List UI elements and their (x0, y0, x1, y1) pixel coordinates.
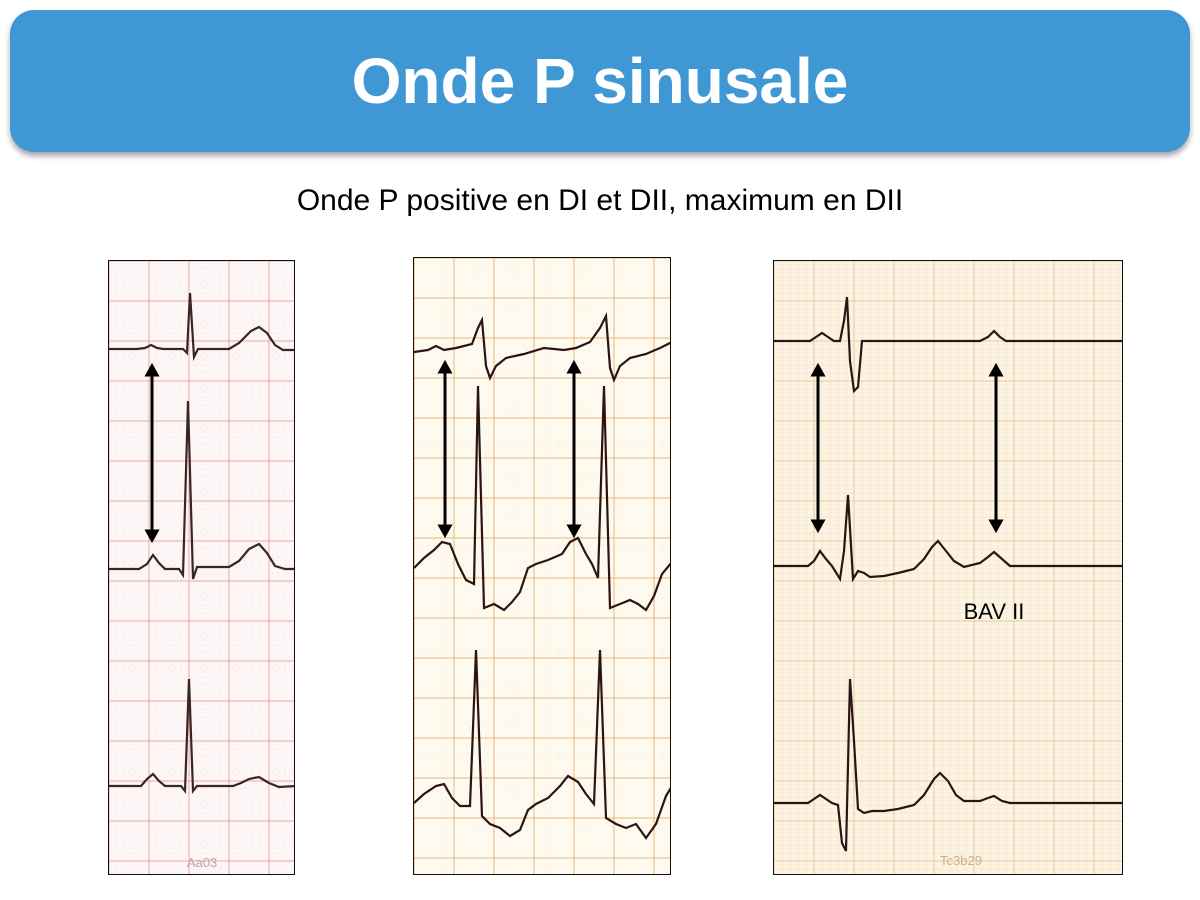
ecg-strip-3-graphic: BAV II Tc3b29 (774, 261, 1122, 874)
slide-subtitle: Onde P positive en DI et DII, maximum en… (296, 184, 904, 217)
ecg-strip-2-graphic (414, 258, 670, 874)
pr-interval-arrow (144, 362, 160, 544)
ecg-trace-lead-2 (774, 494, 1122, 583)
ecg-grid (109, 261, 294, 874)
panel-reference-code: Aa03 (187, 855, 217, 870)
ecg-trace-lead-3 (109, 678, 294, 795)
ecg-strip-1-graphic: Aa03 (109, 261, 294, 874)
ecg-strip-panel-1: Aa03 (108, 260, 295, 875)
ecg-paper-background (414, 258, 670, 874)
ecg-trace-lead-3 (774, 678, 1122, 852)
pr-interval-arrow (566, 359, 582, 539)
pr-interval-arrow (988, 362, 1004, 534)
ecg-trace-lead-2 (109, 400, 294, 580)
ecg-grid (414, 258, 670, 874)
slide-title: Onde P sinusale (351, 45, 849, 117)
pr-interval-arrow (437, 359, 453, 539)
ecg-strip-panel-2 (413, 257, 671, 875)
ecg-trace-lead-1 (414, 311, 670, 384)
ecg-trace-lead-3 (414, 649, 670, 840)
pr-interval-arrow (810, 362, 826, 534)
ecg-strip-panel-3: BAV II Tc3b29 (773, 260, 1123, 875)
ecg-trace-lead-1 (774, 296, 1122, 394)
panel-reference-code: Tc3b29 (940, 853, 982, 868)
bav-ii-label: BAV II (964, 599, 1025, 624)
ecg-trace-lead-1 (109, 292, 294, 362)
title-banner: Onde P sinusale (10, 10, 1190, 152)
ecg-trace-lead-2 (414, 385, 670, 612)
